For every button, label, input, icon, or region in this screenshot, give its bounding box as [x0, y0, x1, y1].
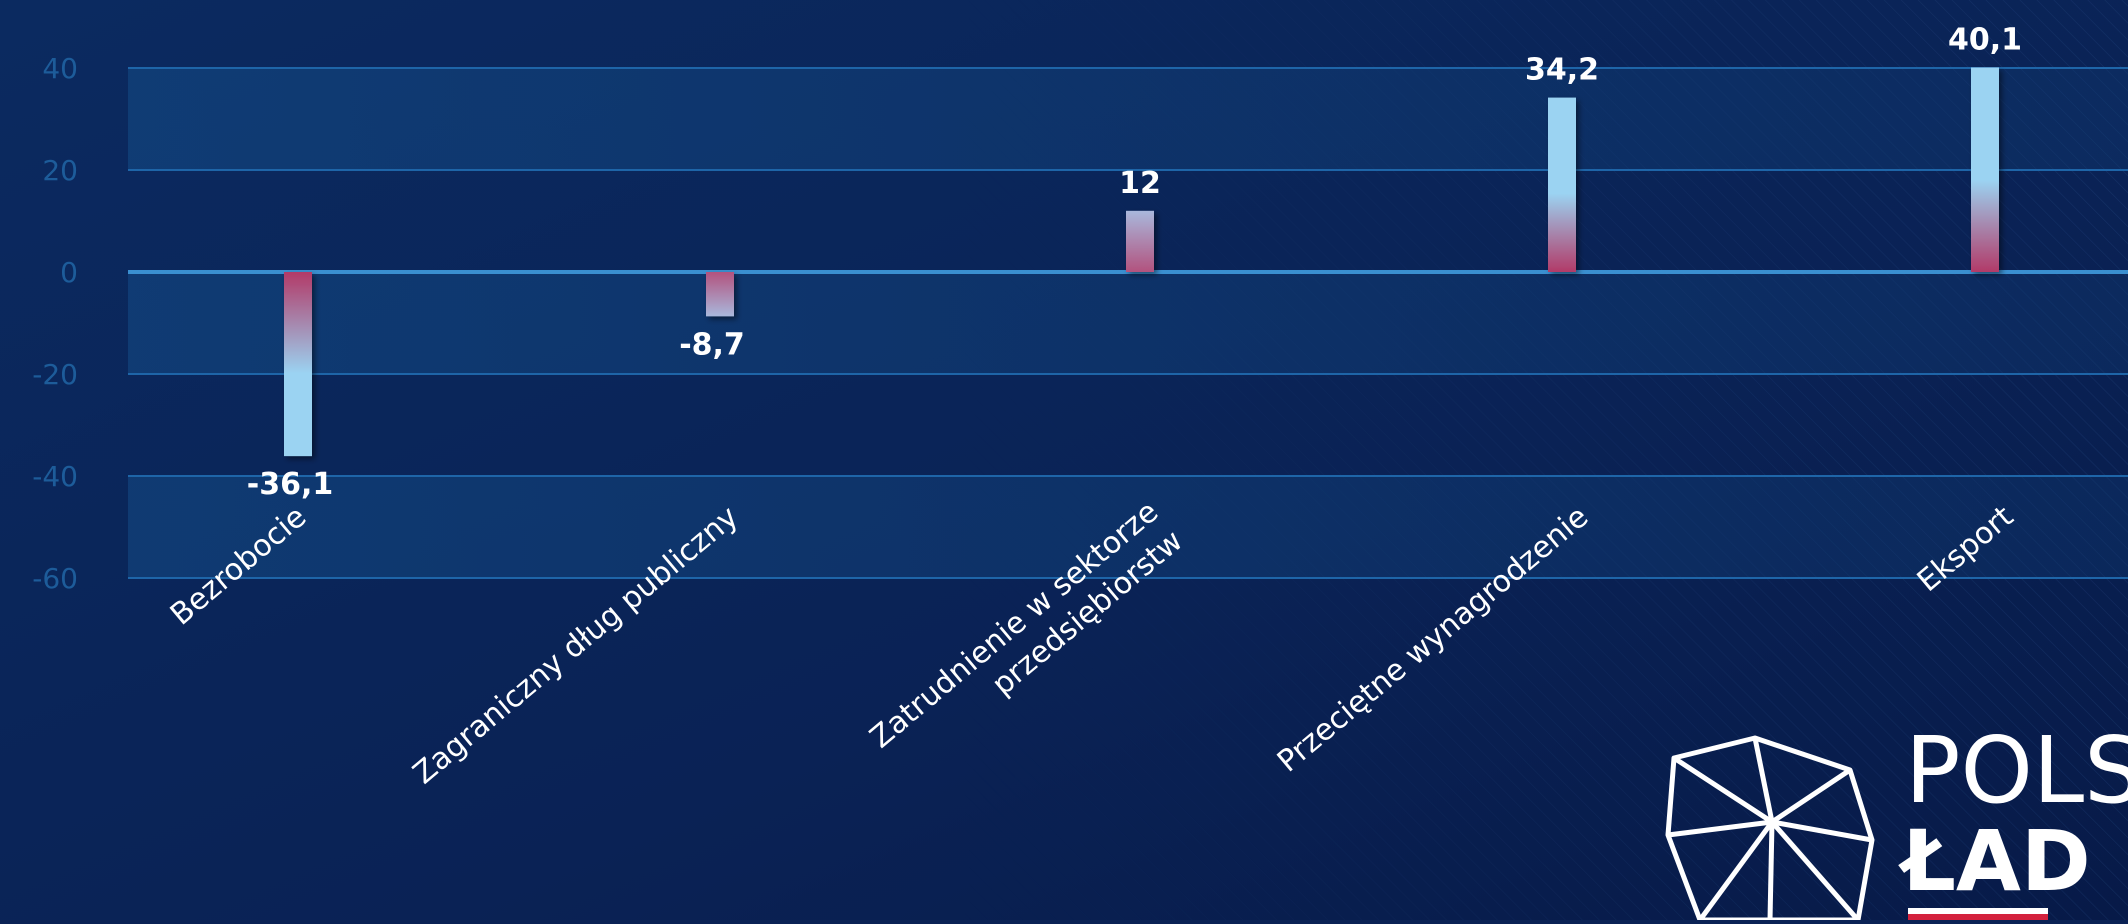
y-tick-label: -20	[32, 358, 78, 391]
grid-band	[128, 272, 2128, 374]
grid-band	[128, 476, 2128, 578]
grid-bands	[128, 68, 2128, 578]
value-label: 12	[1119, 166, 1161, 201]
logo-line2: ŁAD	[1898, 812, 2091, 910]
gridlines	[128, 67, 2128, 579]
logo-line1: POLSKI	[1905, 717, 2128, 824]
bars	[284, 67, 1999, 457]
grid-band	[128, 68, 2128, 170]
y-tick-label: -60	[32, 562, 78, 595]
y-tick-label: 40	[42, 52, 78, 85]
y-tick-label: 20	[42, 154, 78, 187]
y-tick-label: 0	[60, 256, 78, 289]
bar	[284, 272, 312, 457]
value-label: -8,7	[679, 327, 745, 362]
logo-flag-white	[1908, 908, 2048, 914]
value-label: 40,1	[1948, 22, 2022, 57]
bar	[1126, 210, 1154, 272]
logo-flag-red	[1908, 914, 2048, 920]
y-axis-ticks: 40 20 0 -20 -40 -60	[32, 52, 78, 595]
value-label: 34,2	[1525, 53, 1599, 88]
y-tick-label: -40	[32, 460, 78, 493]
value-label: -36,1	[247, 467, 333, 502]
bar	[1971, 67, 1999, 273]
logo: POLSKI ŁAD	[1665, 717, 2128, 923]
logo-shield-icon	[1665, 735, 1875, 923]
bar	[706, 272, 734, 317]
bar	[1548, 97, 1576, 272]
value-labels: -36,1 -8,7 12 34,2 40,1	[247, 22, 2022, 502]
